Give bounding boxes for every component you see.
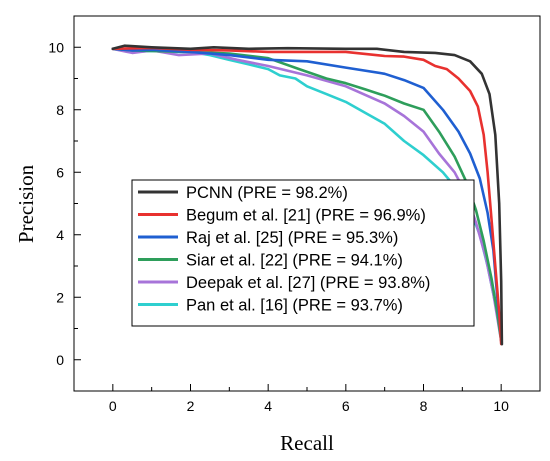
y-tick-label: 4 — [56, 227, 64, 243]
ticks-layer: 0 2 4 6 8 10 0 2 4 6 8 10 — [48, 15, 541, 414]
x-tick-label: 4 — [264, 398, 272, 414]
y-tick-label: 10 — [48, 39, 64, 55]
legend: PCNN (PRE = 98.2%) Begum et al. [21] (PRE… — [131, 179, 475, 327]
y-axis-title: Precision — [14, 164, 38, 243]
x-tick-label: 2 — [187, 398, 195, 414]
legend-box — [131, 179, 475, 327]
series-line-1 — [111, 44, 504, 346]
x-tick-label: 10 — [493, 398, 509, 414]
x-axis-title: Recall — [280, 431, 334, 455]
series-line-5 — [111, 47, 503, 343]
legend-label-2: Begum et al. [21] (PRE = 96.9%) — [186, 207, 426, 225]
legend-label-4: Siar et al. [22] (PRE = 94.1%) — [186, 252, 403, 270]
y-tick-label: 8 — [56, 102, 64, 118]
x-tick-label: 6 — [342, 398, 350, 414]
x-tick-label: 8 — [420, 398, 428, 414]
y-tick-label: 0 — [56, 352, 64, 368]
y-tick-label: 2 — [56, 289, 64, 305]
legend-label-5: Deepak et al. [27] (PRE = 93.8%) — [186, 274, 430, 292]
legend-label-3: Raj et al. [25] (PRE = 95.3%) — [186, 229, 398, 247]
legend-label-1: PCNN (PRE = 98.2%) — [186, 184, 348, 202]
legend-label-6: Pan et al. [16] (PRE = 93.7%) — [186, 297, 403, 315]
legend-items: PCNN (PRE = 98.2%) Begum et al. [21] (PRE… — [138, 184, 430, 315]
series-line-2 — [111, 46, 503, 346]
y-tick-label: 6 — [56, 164, 64, 180]
x-tick-label: 0 — [109, 398, 117, 414]
series-line-3 — [111, 47, 503, 340]
